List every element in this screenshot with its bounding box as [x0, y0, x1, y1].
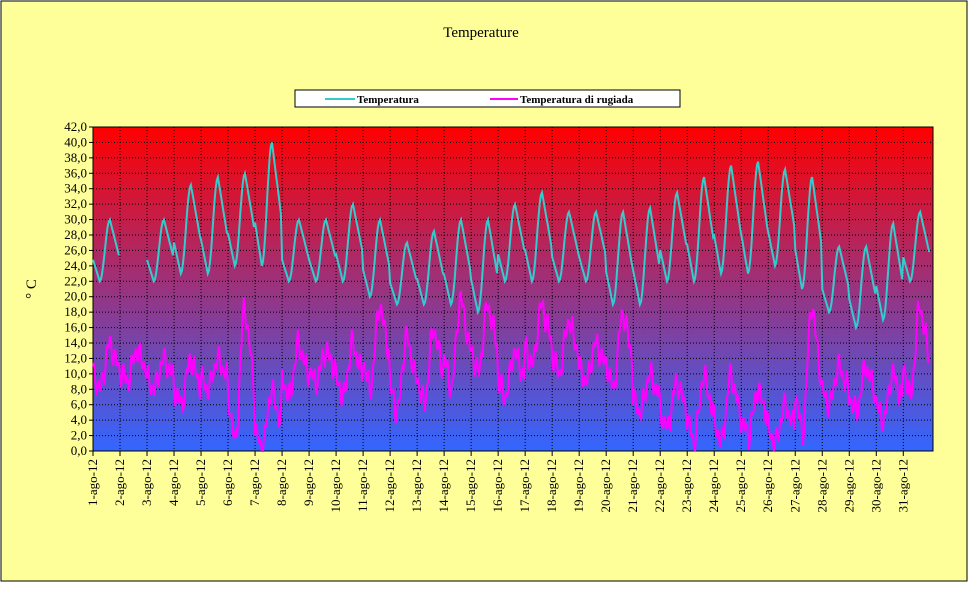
y-tick-label: 14,0	[64, 335, 87, 350]
x-tick-label: 22-ago-12	[652, 459, 667, 512]
y-tick-label: 2,0	[71, 428, 87, 443]
y-tick-label: 34,0	[64, 181, 87, 196]
x-tick-label: 29-ago-12	[841, 459, 856, 512]
x-tick-label: 11-ago-12	[355, 459, 370, 512]
y-tick-label: 38,0	[64, 150, 87, 165]
x-tick-label: 31-ago-12	[895, 459, 910, 512]
x-tick-label: 25-ago-12	[733, 459, 748, 512]
y-tick-label: 6,0	[71, 397, 87, 412]
y-tick-label: 8,0	[71, 381, 87, 396]
x-tick-label: 1-ago-12	[85, 459, 100, 506]
y-tick-label: 32,0	[64, 196, 87, 211]
y-tick-label: 18,0	[64, 304, 87, 319]
y-axis: 0,02,04,06,08,010,012,014,016,018,020,02…	[64, 119, 93, 458]
x-tick-label: 8-ago-12	[274, 459, 289, 506]
x-tick-label: 23-ago-12	[679, 459, 694, 512]
y-tick-label: 0,0	[71, 443, 87, 458]
x-tick-label: 6-ago-12	[220, 459, 235, 506]
y-tick-label: 42,0	[64, 119, 87, 134]
x-tick-label: 16-ago-12	[490, 459, 505, 512]
x-tick-label: 24-ago-12	[706, 459, 721, 512]
y-tick-label: 24,0	[64, 258, 87, 273]
x-tick-label: 19-ago-12	[571, 459, 586, 512]
x-tick-label: 7-ago-12	[247, 459, 262, 506]
legend-label-temperatura: Temperatura	[357, 94, 419, 106]
x-tick-label: 5-ago-12	[193, 459, 208, 506]
y-tick-label: 16,0	[64, 320, 87, 335]
legend-box	[294, 89, 681, 108]
y-tick-label: 28,0	[64, 227, 87, 242]
y-tick-label: 36,0	[64, 165, 87, 180]
x-tick-label: 28-ago-12	[814, 459, 829, 512]
x-tick-label: 21-ago-12	[625, 459, 640, 512]
y-tick-label: 10,0	[64, 366, 87, 381]
chart-title: Temperature	[443, 25, 519, 41]
x-tick-label: 30-ago-12	[868, 459, 883, 512]
legend-label-rugiada: Temperatura di rugiada	[520, 94, 634, 106]
x-tick-label: 15-ago-12	[463, 459, 478, 512]
x-axis: 1-ago-12 2-ago-12 3-ago-12 4-ago-12 5-ago-12…	[85, 451, 910, 512]
series-rugiada-line	[92, 290, 930, 452]
x-tick-label: 12-ago-12	[382, 459, 397, 512]
y-tick-label: 12,0	[64, 350, 87, 365]
x-tick-label: 17-ago-12	[517, 459, 532, 512]
y-tick-label: 4,0	[71, 412, 87, 427]
y-tick-label: 20,0	[64, 289, 87, 304]
series-temperatura-line	[92, 217, 120, 284]
x-tick-label: 13-ago-12	[409, 459, 424, 512]
y-tick-label: 22,0	[64, 273, 87, 288]
legend: Temperatura Temperatura di rugiada	[294, 89, 681, 108]
x-tick-label: 4-ago-12	[166, 459, 181, 506]
x-tick-label: 18-ago-12	[544, 459, 559, 512]
y-axis-label: ° C	[24, 279, 40, 299]
x-tick-label: 3-ago-12	[139, 459, 154, 506]
y-tick-label: 26,0	[64, 242, 87, 257]
x-tick-label: 10-ago-12	[328, 459, 343, 512]
x-tick-label: 9-ago-12	[301, 459, 316, 506]
plot-area	[92, 126, 934, 452]
series-layer	[92, 142, 931, 452]
y-tick-label: 40,0	[64, 134, 87, 149]
x-tick-label: 2-ago-12	[112, 459, 127, 506]
x-tick-label: 14-ago-12	[436, 459, 451, 512]
y-tick-label: 30,0	[64, 212, 87, 227]
x-tick-label: 20-ago-12	[598, 459, 613, 512]
series-temperatura-line	[146, 142, 931, 331]
x-tick-label: 26-ago-12	[760, 459, 775, 512]
x-tick-label: 27-ago-12	[787, 459, 802, 512]
